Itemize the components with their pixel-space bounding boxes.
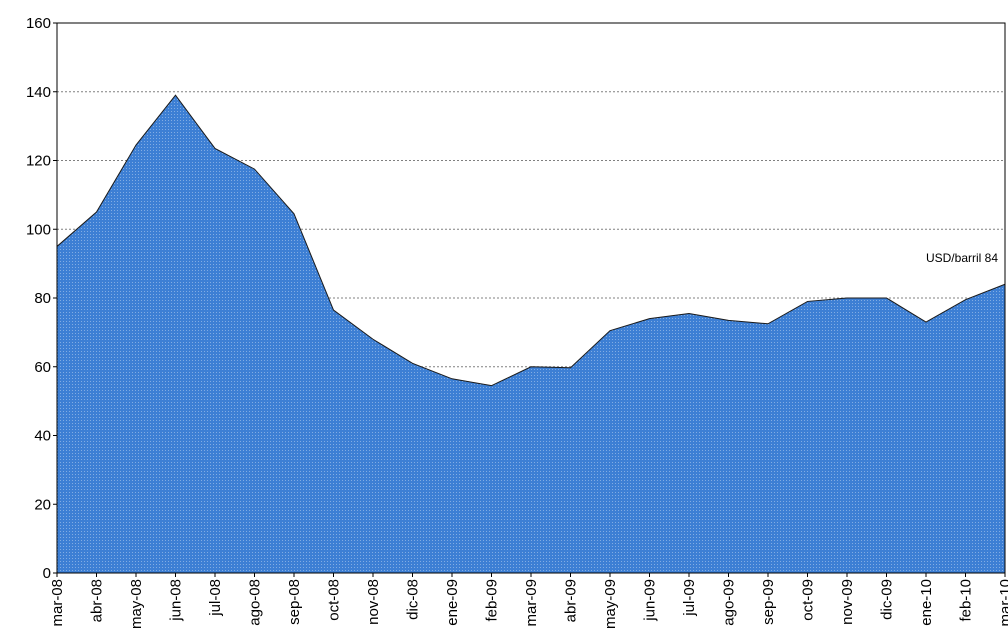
y-tick-label: 160 <box>26 15 51 32</box>
x-tick-label: may-09 <box>602 579 619 629</box>
x-tick-label: dic-09 <box>879 579 896 620</box>
area-texture <box>57 95 1005 573</box>
y-tick-label: 120 <box>26 153 51 170</box>
x-tick-label: nov-09 <box>839 579 856 625</box>
marks <box>56 94 1006 573</box>
area-outline <box>56 94 1006 387</box>
x-tick-label: mar-10 <box>997 579 1008 627</box>
x-tick-label: nov-08 <box>365 579 382 625</box>
x-tick-label: ago-08 <box>247 579 264 626</box>
x-tick-label: jun-08 <box>168 579 185 622</box>
y-tick-label: 0 <box>43 565 51 582</box>
x-tick-label: mar-08 <box>49 579 66 627</box>
x-tick-label: ene-10 <box>918 579 935 626</box>
y-tick-label: 60 <box>34 359 51 376</box>
y-tick-label: 40 <box>34 428 51 445</box>
x-tick-label: sep-08 <box>286 579 303 625</box>
x-tick-label: dic-08 <box>405 579 422 620</box>
x-tick-label: jun-09 <box>642 579 659 622</box>
x-tick-label: may-08 <box>128 579 145 629</box>
y-tick-label: 100 <box>26 221 51 238</box>
x-tick-label: ene-09 <box>444 579 461 626</box>
x-tick-label: abr-08 <box>89 579 106 622</box>
x-tick-label: abr-09 <box>563 579 580 622</box>
x-tick-label: mar-09 <box>523 579 540 627</box>
x-tick-label: feb-10 <box>958 579 975 622</box>
x-tick-label: jul-08 <box>207 579 224 617</box>
x-tick-label: jul-09 <box>681 579 698 617</box>
x-tick-label: sep-09 <box>760 579 777 625</box>
x-tick-label: oct-08 <box>326 579 343 621</box>
annotation: USD/barril 84 <box>926 251 998 265</box>
y-tick-label: 140 <box>26 84 51 101</box>
y-tick-label: 80 <box>34 290 51 307</box>
x-tick-label: oct-09 <box>800 579 817 621</box>
y-tick-label: 20 <box>34 496 51 513</box>
x-tick-label: ago-09 <box>721 579 738 626</box>
x-tick-label: feb-09 <box>484 579 501 622</box>
